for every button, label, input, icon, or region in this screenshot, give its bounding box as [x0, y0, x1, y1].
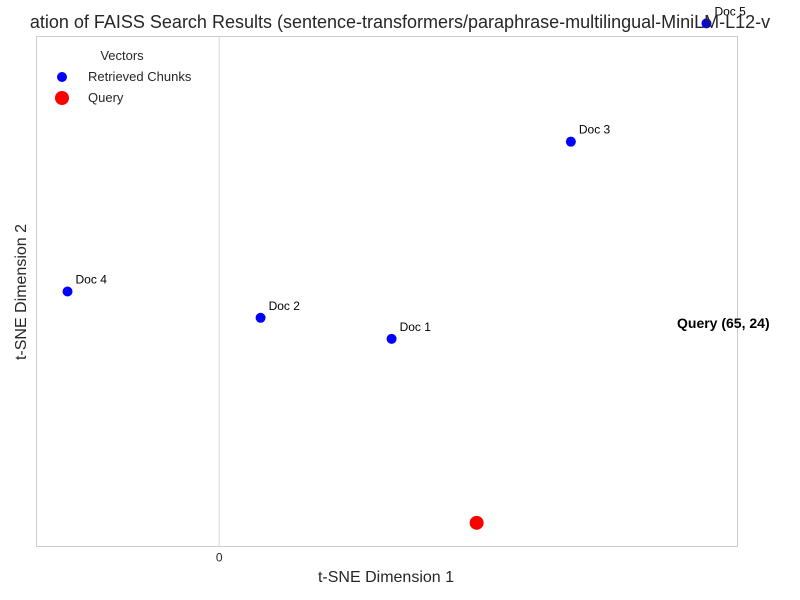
point-label: Doc 1	[400, 320, 432, 334]
retrieved-chunk-point	[565, 136, 576, 147]
chart-title: ation of FAISS Search Results (sentence-…	[30, 12, 770, 32]
point-labels: Doc 1 Doc 2 Doc 3 Doc 4 Doc 5	[76, 4, 747, 333]
legend: Vectors Retrieved Chunks Query	[55, 48, 192, 105]
query-annotation: Query (65, 24)	[677, 315, 770, 331]
point-label: Doc 4	[76, 273, 108, 287]
y-axis-label: t-SNE Dimension 2	[13, 224, 30, 360]
legend-marker-query	[55, 91, 69, 105]
data-points	[62, 18, 712, 530]
retrieved-chunk-point	[255, 312, 266, 323]
x-axis-label: t-SNE Dimension 1	[318, 569, 454, 586]
legend-title: Vectors	[100, 48, 144, 63]
legend-label-query: Query	[88, 90, 124, 105]
retrieved-chunk-point	[701, 18, 712, 29]
retrieved-chunk-point	[386, 333, 397, 344]
legend-label-retrieved: Retrieved Chunks	[88, 69, 192, 84]
point-label: Doc 5	[714, 4, 746, 18]
query-point	[469, 515, 484, 530]
x-tick-label: 0	[216, 551, 223, 565]
legend-marker-retrieved	[57, 72, 67, 82]
point-label: Doc 3	[579, 123, 611, 137]
point-label: Doc 2	[269, 299, 301, 313]
x-tick-labels: 0	[216, 551, 223, 565]
plot-area	[36, 36, 738, 547]
retrieved-chunk-point	[62, 286, 73, 297]
